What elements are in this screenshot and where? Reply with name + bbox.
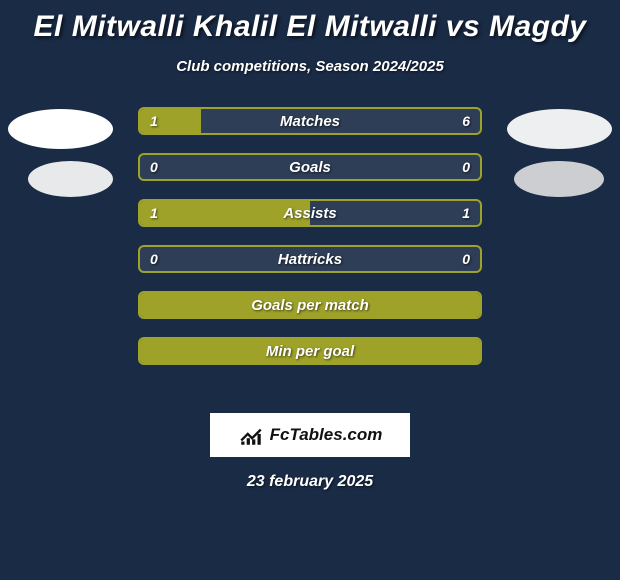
stat-row: Goals per match	[138, 291, 482, 319]
stat-bar-player1	[140, 109, 201, 133]
stat-row: Assists11	[138, 199, 482, 227]
stat-value-player2: 1	[462, 201, 470, 225]
comparison-chart: Matches16Goals00Assists11Hattricks00Goal…	[0, 107, 620, 407]
fctables-logo-badge: FcTables.com	[210, 413, 410, 457]
stat-label: Hattricks	[140, 247, 480, 271]
stat-row: Hattricks0 0	[138, 245, 482, 273]
player2-avatar-bottom	[514, 161, 604, 197]
stat-bars-container: Matches16Goals00Assists11Hattricks00Goal…	[138, 107, 482, 383]
stat-bar-player1	[140, 201, 310, 225]
stat-label: Goals	[140, 155, 480, 179]
stat-value-player2: 0	[462, 247, 470, 271]
snapshot-date: 23 february 2025	[0, 473, 620, 491]
player2-avatar-top	[507, 109, 612, 149]
stat-bar-player1	[140, 339, 480, 363]
chart-icon	[238, 422, 264, 448]
stat-row: Goals0 0	[138, 153, 482, 181]
stat-value-player2: 6	[462, 109, 470, 133]
player1-avatar-bottom	[28, 161, 113, 197]
stat-value-player1: 0	[150, 155, 158, 179]
stat-row: Matches16	[138, 107, 482, 135]
stat-value-player1: 0	[150, 247, 158, 271]
player1-avatar-top	[8, 109, 113, 149]
logo-text: FcTables.com	[270, 425, 383, 445]
stat-row: Min per goal	[138, 337, 482, 365]
stat-value-player2: 0	[462, 155, 470, 179]
stat-bar-player1	[140, 293, 480, 317]
comparison-subtitle: Club competitions, Season 2024/2025	[0, 58, 620, 75]
comparison-title: El Mitwalli Khalil El Mitwalli vs Magdy	[0, 0, 620, 44]
